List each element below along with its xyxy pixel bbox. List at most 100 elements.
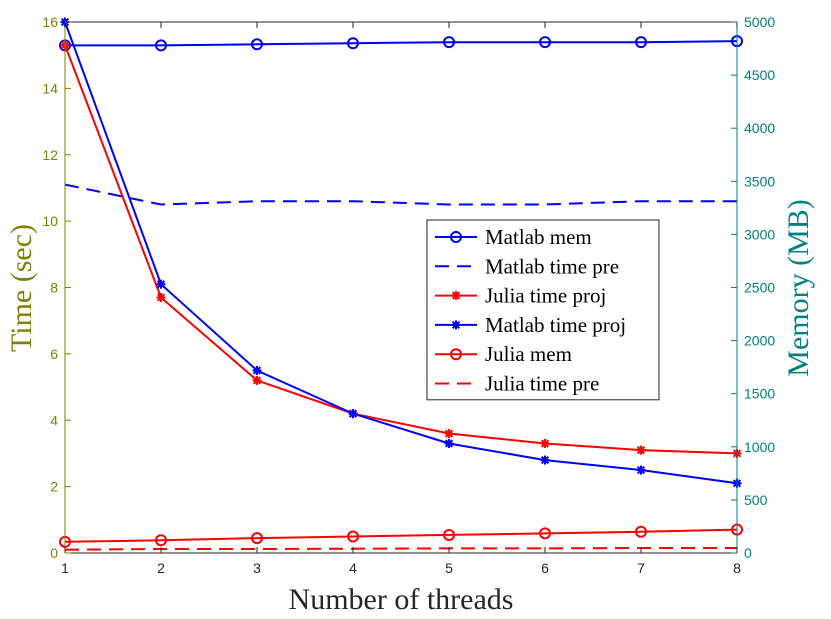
legend-label: Julia time pre (485, 372, 599, 396)
series-line (64, 528, 738, 543)
left-tick-label: 2 (50, 479, 58, 495)
right-tick-label: 2500 (744, 280, 775, 296)
data-point (636, 465, 646, 475)
right-tick-label: 3500 (744, 173, 775, 189)
data-point (539, 527, 551, 540)
legend-marker (451, 320, 461, 330)
marker-stroke (451, 320, 461, 329)
plot-area (59, 17, 743, 551)
left-tick-label: 14 (42, 80, 58, 96)
marker-stroke (451, 291, 461, 300)
left-axis-title: Time (sec) (5, 224, 38, 352)
x-tick-label: 5 (445, 560, 453, 576)
marker-stroke (636, 446, 646, 455)
series-line (64, 183, 737, 206)
x-tick-label: 8 (733, 560, 741, 576)
data-point (251, 38, 263, 51)
marker-stroke (156, 280, 166, 289)
data-point (156, 279, 166, 289)
data-point (444, 429, 454, 439)
series-julia-time-proj (60, 40, 742, 458)
series-matlab-mem (59, 35, 743, 52)
x-axis-title: Number of threads (289, 583, 514, 616)
right-tick-label: 5000 (744, 14, 775, 30)
data-point (252, 365, 262, 375)
left-tick-label: 8 (50, 280, 58, 296)
marker-stroke (252, 366, 262, 375)
marker-stroke (444, 429, 454, 438)
legend-entry: Matlab mem (435, 225, 592, 249)
legend-label: Julia time proj (485, 284, 606, 308)
right-tick-label: 3000 (744, 226, 775, 242)
x-tick-label: 4 (349, 560, 357, 576)
marker-stroke (348, 409, 358, 418)
series-line (65, 40, 738, 47)
legend-marker (450, 348, 462, 361)
legend-entry: Julia time proj (435, 284, 606, 308)
data-point (251, 532, 263, 545)
series-julia-time-pre (64, 547, 737, 551)
legend-box (426, 219, 660, 401)
legend-label: Matlab time proj (485, 313, 626, 337)
right-tick-label: 4000 (744, 120, 775, 136)
legend-entry: Matlab time proj (435, 313, 626, 337)
right-tick-label: 500 (744, 492, 768, 508)
data-point (635, 525, 647, 538)
right-tick-label: 2000 (744, 333, 775, 349)
marker-stroke (540, 455, 550, 465)
data-point (347, 37, 359, 50)
marker-stroke (540, 439, 550, 448)
left-tick-label: 12 (42, 147, 58, 163)
x-tick-label: 6 (541, 560, 549, 576)
legend-label: Matlab time pre (485, 254, 619, 278)
data-point (156, 292, 166, 302)
data-point (155, 534, 167, 547)
legend-entry: Matlab time pre (435, 254, 619, 278)
right-tick-label: 4500 (744, 67, 775, 83)
x-tick-label: 2 (157, 560, 165, 576)
x-tick-label: 1 (61, 560, 69, 576)
series-line (64, 21, 738, 485)
data-point (540, 455, 550, 465)
legend-marker (450, 231, 462, 243)
data-point (539, 36, 551, 49)
data-point (347, 530, 359, 543)
series-julia-mem (59, 523, 743, 548)
data-point (155, 39, 167, 52)
data-point (540, 438, 550, 448)
legend-entry: Julia mem (435, 342, 572, 366)
marker-stroke (636, 465, 646, 475)
left-tick-label: 0 (50, 545, 58, 561)
right-tick-label: 0 (744, 545, 752, 561)
data-point (444, 438, 454, 448)
series-matlab-time-pre (64, 183, 737, 206)
data-point (252, 375, 262, 385)
marker-stroke (444, 439, 454, 448)
data-point (635, 36, 647, 49)
legend-entry: Julia time pre (435, 372, 599, 396)
x-tick-label: 7 (637, 560, 645, 576)
legend-label: Matlab mem (485, 225, 592, 249)
left-tick-label: 4 (50, 412, 58, 428)
left-tick-label: 6 (50, 346, 58, 362)
x-tick-label: 3 (253, 560, 261, 576)
data-point (443, 528, 455, 541)
marker-stroke (156, 293, 166, 302)
data-point (348, 409, 358, 419)
series-line (64, 44, 738, 455)
right-axis-title: Memory (MB) (782, 199, 815, 376)
axes: 1 2 3 4 5 6 7 802468101214160500100015002000250… (42, 14, 775, 576)
legend: Matlab mem Matlab time pre Julia time proj… (426, 219, 660, 401)
series-line (64, 547, 737, 551)
right-tick-label: 1500 (744, 386, 775, 402)
legend-label: Julia mem (485, 342, 572, 366)
series-matlab-time-proj (60, 17, 742, 488)
legend-marker (451, 291, 461, 301)
right-tick-label: 1000 (744, 439, 775, 455)
data-point (636, 445, 646, 455)
left-tick-label: 10 (42, 213, 58, 229)
marker-stroke (252, 376, 262, 385)
data-point (443, 36, 455, 49)
left-tick-label: 16 (42, 14, 58, 30)
